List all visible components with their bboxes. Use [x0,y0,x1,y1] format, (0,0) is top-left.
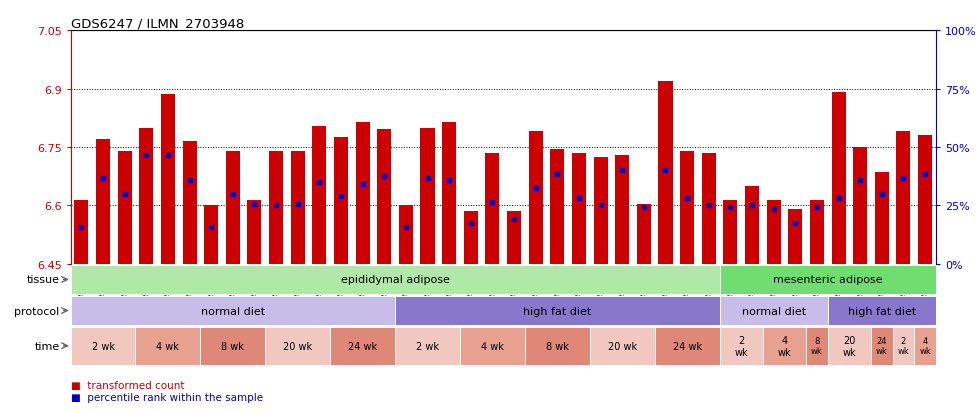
Text: epididymal adipose: epididymal adipose [341,275,450,285]
Text: 2
wk: 2 wk [734,335,748,357]
Bar [788,210,803,264]
Bar [809,200,824,264]
Text: 4
wk: 4 wk [919,336,931,356]
Text: 8 wk: 8 wk [221,341,244,351]
Bar [719,296,828,325]
Bar [200,327,266,365]
Bar [420,128,434,264]
Bar [74,200,88,264]
Bar [204,206,219,264]
Text: 8 wk: 8 wk [546,341,568,351]
Bar [525,327,590,365]
Bar [828,296,936,325]
Bar [395,327,460,365]
Bar [71,265,719,295]
Bar [572,154,586,264]
Text: high fat diet: high fat diet [523,306,592,316]
Bar [270,152,283,264]
Bar [161,95,175,264]
Text: 24 wk: 24 wk [348,341,377,351]
Bar [659,81,672,264]
Bar [247,200,262,264]
Bar [399,206,413,264]
Bar [71,296,395,325]
Bar [702,154,715,264]
Bar [377,130,391,264]
Text: high fat diet: high fat diet [848,306,916,316]
Bar [334,138,348,264]
Bar [96,140,110,264]
Text: normal diet: normal diet [201,306,265,316]
Bar [330,327,395,365]
Bar [828,327,871,365]
Bar [118,152,131,264]
Bar [356,122,369,264]
Text: tissue: tissue [26,275,60,285]
Bar [615,155,629,264]
Text: 20 wk: 20 wk [608,341,637,351]
Bar [831,93,846,264]
Bar [637,204,651,264]
Bar [182,142,197,264]
Bar [139,128,153,264]
Text: ■  percentile rank within the sample: ■ percentile rank within the sample [71,392,263,402]
Bar [442,122,456,264]
Text: 20 wk: 20 wk [283,341,313,351]
Bar [313,126,326,264]
Bar [71,327,135,365]
Bar [655,327,719,365]
Bar [485,154,500,264]
Bar [594,157,608,264]
Bar [680,152,694,264]
Bar [766,200,781,264]
Bar [551,150,564,264]
Text: 4 wk: 4 wk [481,341,504,351]
Text: 2
wk: 2 wk [898,336,909,356]
Bar [719,265,936,295]
Bar [893,327,914,365]
Bar [291,152,305,264]
Bar [507,212,521,264]
Bar [590,327,655,365]
Text: 4 wk: 4 wk [157,341,179,351]
Text: protocol: protocol [15,306,60,316]
Bar [135,327,200,365]
Bar [897,132,910,264]
Text: 2 wk: 2 wk [91,341,115,351]
Text: 2 wk: 2 wk [416,341,439,351]
Text: ■  transformed count: ■ transformed count [71,380,184,390]
Text: GDS6247 / ILMN_2703948: GDS6247 / ILMN_2703948 [71,17,244,30]
Text: 4
wk: 4 wk [778,335,791,357]
Bar [528,132,543,264]
Bar [871,327,893,365]
Bar [914,327,936,365]
Text: 8
wk: 8 wk [811,336,823,356]
Bar [918,136,932,264]
Bar [395,296,719,325]
Bar [719,327,762,365]
Bar [460,327,525,365]
Text: 24 wk: 24 wk [672,341,702,351]
Bar [762,327,807,365]
Text: normal diet: normal diet [742,306,806,316]
Bar [225,152,240,264]
Bar [266,327,330,365]
Text: time: time [34,341,60,351]
Bar [875,173,889,264]
Bar [723,200,737,264]
Text: mesenteric adipose: mesenteric adipose [773,275,883,285]
Bar [745,187,760,264]
Text: 24
wk: 24 wk [876,336,888,356]
Bar [807,327,828,365]
Bar [854,148,867,264]
Bar [464,212,478,264]
Text: 20
wk: 20 wk [843,335,857,357]
